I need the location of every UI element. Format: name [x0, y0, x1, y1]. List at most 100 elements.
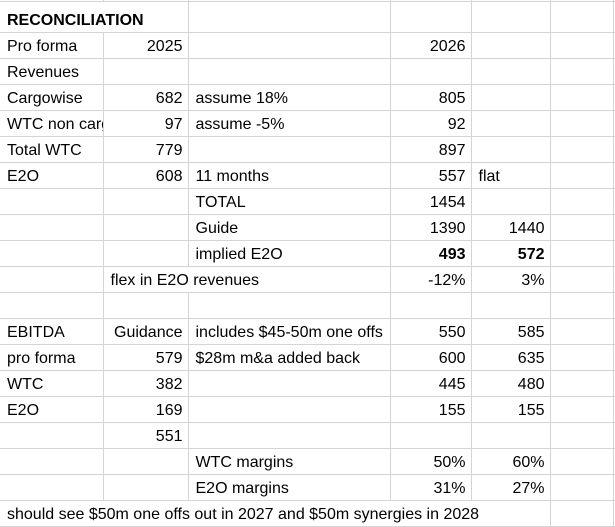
cell-E17[interactable] [471, 422, 551, 449]
cell-F3[interactable] [550, 58, 614, 85]
cell-A4[interactable]: Cargowise [0, 84, 104, 111]
cell-D8[interactable]: 1454 [390, 188, 472, 215]
cell-C17[interactable] [188, 422, 391, 449]
cell-A17[interactable] [0, 422, 104, 449]
cell-A6[interactable]: Total WTC [0, 136, 104, 163]
cell-E0[interactable] [471, 0, 551, 2]
cell-E2[interactable] [471, 32, 551, 59]
cell-F13[interactable] [550, 318, 614, 345]
cell-E4[interactable] [471, 84, 551, 111]
cell-E15[interactable]: 480 [471, 370, 551, 397]
cell-A8[interactable] [0, 188, 104, 215]
cell-F4[interactable] [550, 84, 614, 111]
cell-D3[interactable] [390, 58, 472, 85]
cell-A20[interactable]: should see $50m one offs out in 2027 and… [0, 500, 551, 527]
cell-F10[interactable] [550, 240, 614, 267]
cell-D9[interactable]: 1390 [390, 214, 472, 241]
cell-E5[interactable] [471, 110, 551, 137]
cell-C8[interactable]: TOTAL [188, 188, 391, 215]
cell-C9[interactable]: Guide [188, 214, 391, 241]
cell-B5[interactable]: 97 [103, 110, 189, 137]
cell-F20[interactable] [550, 500, 614, 527]
cell-D6[interactable]: 897 [390, 136, 472, 163]
cell-B8[interactable] [103, 188, 189, 215]
cell-C6[interactable] [188, 136, 391, 163]
cell-F12[interactable] [550, 292, 614, 319]
cell-C16[interactable] [188, 396, 391, 423]
cell-E16[interactable]: 155 [471, 396, 551, 423]
cell-B10[interactable] [103, 240, 189, 267]
cell-B12[interactable] [103, 292, 189, 319]
cell-D11[interactable]: -12% [390, 266, 472, 293]
cell-D7[interactable]: 557 [390, 162, 472, 189]
cell-A3[interactable]: Revenues [0, 58, 104, 85]
cell-F16[interactable] [550, 396, 614, 423]
cell-D1[interactable] [390, 1, 472, 33]
cell-F9[interactable] [550, 214, 614, 241]
cell-D5[interactable]: 92 [390, 110, 472, 137]
cell-F1[interactable] [550, 1, 614, 33]
cell-E11[interactable]: 3% [471, 266, 551, 293]
cell-F7[interactable] [550, 162, 614, 189]
cell-E10[interactable]: 572 [471, 240, 551, 267]
cell-A9[interactable] [0, 214, 104, 241]
cell-C5[interactable]: assume -5% [188, 110, 391, 137]
cell-A10[interactable] [0, 240, 104, 267]
cell-D17[interactable] [390, 422, 472, 449]
cell-B16[interactable]: 169 [103, 396, 189, 423]
cell-A16[interactable]: E2O [0, 396, 104, 423]
cell-A7[interactable]: E2O [0, 162, 104, 189]
cell-B11[interactable]: flex in E2O revenues [103, 266, 391, 293]
cell-A2[interactable]: Pro forma [0, 32, 104, 59]
cell-A5[interactable]: WTC non carg [0, 110, 104, 137]
cell-C1[interactable] [188, 1, 391, 33]
cell-E14[interactable]: 635 [471, 344, 551, 371]
cell-A12[interactable] [0, 292, 104, 319]
cell-C12[interactable] [188, 292, 391, 319]
cell-E7[interactable]: flat [471, 162, 551, 189]
cell-C14[interactable]: $28m m&a added back [188, 344, 391, 371]
cell-A0[interactable] [0, 0, 104, 2]
cell-B2[interactable]: 2025 [103, 32, 189, 59]
cell-C18[interactable]: WTC margins [188, 448, 391, 475]
cell-C15[interactable] [188, 370, 391, 397]
cell-A18[interactable] [0, 448, 104, 475]
cell-D19[interactable]: 31% [390, 474, 472, 501]
cell-F18[interactable] [550, 448, 614, 475]
cell-F0[interactable] [550, 0, 614, 2]
cell-E13[interactable]: 585 [471, 318, 551, 345]
cell-A15[interactable]: WTC [0, 370, 104, 397]
cell-F19[interactable] [550, 474, 614, 501]
cell-F17[interactable] [550, 422, 614, 449]
cell-D2[interactable]: 2026 [390, 32, 472, 59]
cell-F2[interactable] [550, 32, 614, 59]
cell-C19[interactable]: E2O margins [188, 474, 391, 501]
cell-B17[interactable]: 551 [103, 422, 189, 449]
cell-B7[interactable]: 608 [103, 162, 189, 189]
cell-E6[interactable] [471, 136, 551, 163]
cell-C4[interactable]: assume 18% [188, 84, 391, 111]
cell-A14[interactable]: pro forma [0, 344, 104, 371]
cell-B13[interactable]: Guidance [103, 318, 189, 345]
cell-C10[interactable]: implied E2O [188, 240, 391, 267]
cell-F8[interactable] [550, 188, 614, 215]
cell-F11[interactable] [550, 266, 614, 293]
cell-D13[interactable]: 550 [390, 318, 472, 345]
cell-A13[interactable]: EBITDA [0, 318, 104, 345]
cell-D10[interactable]: 493 [390, 240, 472, 267]
cell-A1[interactable]: RECONCILIATION [0, 1, 189, 33]
cell-D16[interactable]: 155 [390, 396, 472, 423]
cell-B3[interactable] [103, 58, 189, 85]
cell-B9[interactable] [103, 214, 189, 241]
cell-E18[interactable]: 60% [471, 448, 551, 475]
cell-B15[interactable]: 382 [103, 370, 189, 397]
cell-C13[interactable]: includes $45-50m one offs [188, 318, 391, 345]
cell-A19[interactable] [0, 474, 104, 501]
cell-F5[interactable] [550, 110, 614, 137]
cell-D15[interactable]: 445 [390, 370, 472, 397]
cell-E3[interactable] [471, 58, 551, 85]
cell-B6[interactable]: 779 [103, 136, 189, 163]
cell-A11[interactable] [0, 266, 104, 293]
cell-B4[interactable]: 682 [103, 84, 189, 111]
cell-F14[interactable] [550, 344, 614, 371]
